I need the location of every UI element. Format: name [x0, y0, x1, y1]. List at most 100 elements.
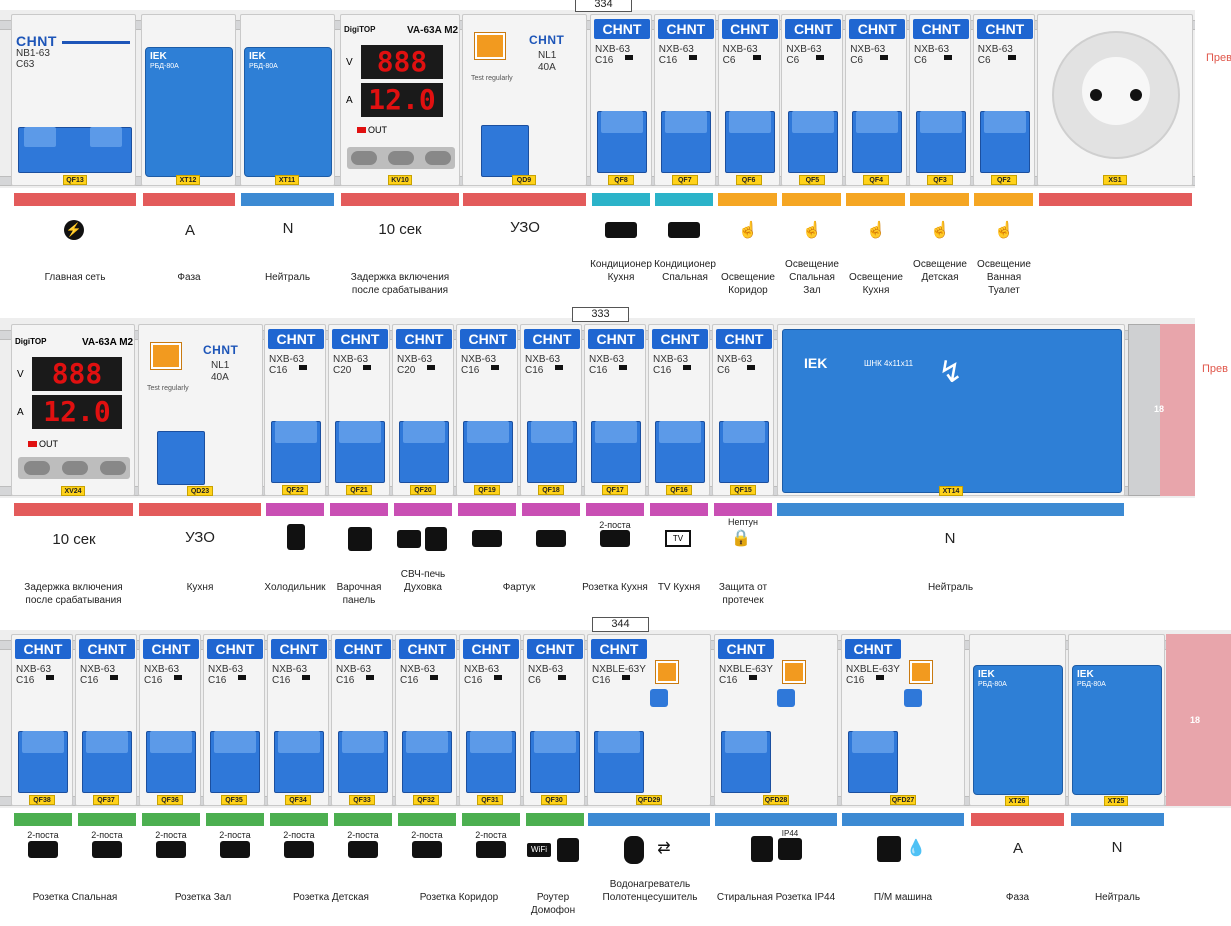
reserve-area [1166, 634, 1231, 806]
circuit-label: Роутер Домофон [530, 892, 576, 916]
light-switch-icon: ☝ [738, 222, 758, 239]
tag: QF2 [990, 175, 1017, 185]
side-label: Прев [1202, 363, 1228, 375]
down-button[interactable] [351, 151, 377, 165]
microwave-icon [397, 530, 421, 548]
circuit-breaker: CHNT NXB-63 C16 [75, 634, 137, 806]
up-button[interactable] [425, 151, 451, 165]
circuit-breaker: CHNT NXB-63 C16 [203, 634, 265, 806]
circuit-label: Варочная панель [336, 582, 382, 606]
rcd-label: УЗО [185, 529, 215, 546]
brand-logo: CHNT [15, 639, 71, 659]
test-button[interactable] [783, 661, 805, 683]
phase-label: A [1012, 840, 1023, 857]
circuit-breaker: CHNT NXB-63 C16 [520, 324, 582, 496]
tag: QF16 [666, 485, 692, 495]
wifi-icon: WiFi [527, 843, 551, 857]
rcd-handle[interactable] [157, 431, 205, 485]
circuit-label: Освещение Спальная Зал [785, 259, 839, 296]
circuit-breaker: CHNT NXB-63 C6 [712, 324, 774, 496]
up-button[interactable] [100, 461, 126, 475]
towel-rail-icon: ⇄ [657, 840, 671, 857]
circuit-breaker: CHNT NXB-63 C16 [395, 634, 457, 806]
circuit-label: Холодильник [264, 582, 326, 593]
brand-logo: CHNT [527, 639, 583, 659]
circuit-breaker: CHNT NXB-63 C16 [459, 634, 521, 806]
test-button[interactable] [910, 661, 932, 683]
tag: QD9 [512, 175, 536, 185]
brand-logo: CHNT [785, 19, 842, 39]
set-button[interactable] [388, 151, 414, 165]
circuit-breaker: CHNT NXB-63 C16 [331, 634, 393, 806]
socket-icon [156, 841, 186, 858]
circuit-breaker: CHNT NXB-63 C16 [139, 634, 201, 806]
circuit-label: Розетка Детская [293, 892, 369, 903]
tag: QF8 [608, 175, 634, 185]
tag: QF5 [799, 175, 826, 185]
test-button[interactable] [656, 661, 678, 683]
voltage-display: 888 [361, 45, 443, 79]
voltage-relay: DigiTOP VA-63A M2 888 12.0 V A OUT [11, 324, 135, 496]
brand-logo: CHNT [718, 639, 774, 659]
tag: QF34 [285, 795, 311, 805]
circuit-breaker: CHNT NXB-63 C16 [590, 14, 652, 186]
socket-icon [348, 841, 378, 858]
brand-logo: CHNT [268, 329, 324, 349]
circuit-label: Розетка Спальная [32, 892, 118, 903]
tag: QF17 [602, 485, 628, 495]
tag: XT12 [176, 175, 200, 185]
tag: QF20 [410, 485, 436, 495]
circuit-label: Нейтраль [927, 582, 974, 593]
brand-logo: CHNT [79, 639, 135, 659]
tag: QF21 [346, 485, 372, 495]
phase-label: A [184, 222, 195, 239]
tag: QF3 [927, 175, 953, 185]
tag: QD23 [187, 486, 213, 496]
water-heater-icon [624, 836, 644, 864]
brand-logo: CHNT [271, 639, 327, 659]
down-button[interactable] [24, 461, 50, 475]
circuit-label: Кухня [186, 582, 214, 593]
delay-label: 10 сек [52, 531, 96, 548]
circuit-label: Фартук [502, 582, 536, 593]
dimension-label: 333 [572, 307, 629, 322]
rcbo-indicator [650, 689, 668, 707]
neutral-label: N [1111, 839, 1123, 856]
circuit-label: Розетка Зал [174, 892, 232, 903]
set-button[interactable] [62, 461, 88, 475]
tag: XS1 [1103, 175, 1127, 185]
distribution-block: IEK РБД-80А [1068, 634, 1165, 806]
circuit-label: Розетка Коридор [419, 892, 499, 903]
brand-logo: CHNT [716, 329, 772, 349]
brand-logo: CHNT [207, 639, 263, 659]
tag: KV10 [388, 175, 412, 185]
brand-logo: CHNT [657, 19, 714, 39]
light-switch-icon: ☝ [994, 222, 1014, 239]
brand-logo: CHNT [524, 329, 580, 349]
dimension-label: 334 [575, 0, 632, 12]
socket-icon [476, 841, 506, 858]
socket-icon [536, 530, 566, 547]
distribution-block: IEK РБД-80А [969, 634, 1066, 806]
circuit-breaker: CHNT NXB-63 C16 [653, 14, 716, 186]
tag: XT26 [1005, 796, 1029, 806]
circuit-label: Главная сеть [44, 272, 106, 283]
test-button[interactable] [475, 33, 505, 59]
current-display: 12.0 [361, 83, 443, 117]
brand-logo: CHNT [652, 329, 708, 349]
main-breaker: CHNT NB1-63 C63 [11, 14, 136, 186]
circuit-breaker: CHNT NXB-63 C16 [584, 324, 646, 496]
tag: QF36 [157, 795, 183, 805]
rcd-handle[interactable] [481, 125, 529, 177]
circuit-label: Защита от протечек [718, 582, 768, 606]
brand-logo: CHNT [16, 33, 57, 49]
intercom-icon [557, 838, 579, 862]
test-button[interactable] [151, 343, 181, 369]
circuit-label: Освещение Кухня [849, 272, 903, 296]
tag: QF37 [93, 795, 119, 805]
circuit-label: П/М машина [873, 892, 933, 903]
tag: QF31 [477, 795, 503, 805]
socket-icon [28, 841, 58, 858]
tag: QF22 [282, 485, 308, 495]
circuit-label: Розетка Кухня [582, 582, 648, 593]
